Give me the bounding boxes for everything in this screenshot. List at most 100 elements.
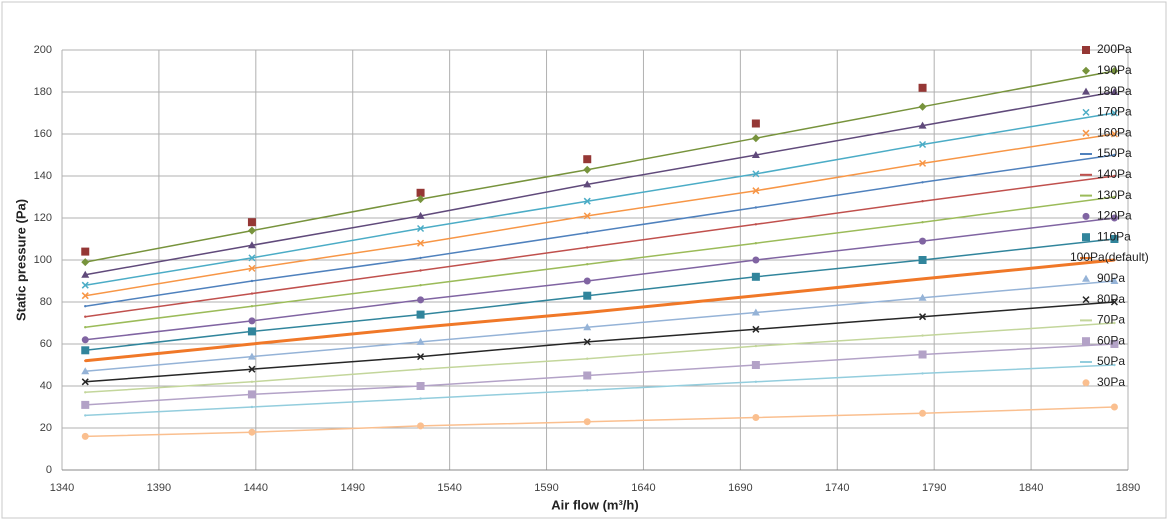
marker [419,397,422,400]
legend-label: 110Pa [1097,229,1131,243]
marker [81,367,90,375]
marker [921,181,924,184]
marker [247,218,256,227]
marker [1113,153,1116,157]
marker [247,327,256,336]
marker [416,310,425,319]
marker [419,284,422,287]
marker [1110,277,1119,284]
x-tick-label: 1690 [728,482,752,494]
marker [419,368,422,371]
marker [583,371,592,380]
legend-label: 100Pa(default) [1070,250,1149,264]
legend-marker [1082,296,1090,304]
marker [416,195,425,204]
legend-label: 180Pa [1097,84,1132,98]
marker [81,258,90,267]
marker [919,313,927,321]
legend-marker [1082,66,1090,75]
legend-label: 160Pa [1097,125,1132,139]
marker [247,352,256,360]
y-axis-label: Static pressure (Pa) [13,199,28,321]
marker [583,338,591,346]
marker [751,151,760,158]
marker [583,277,591,285]
legend-marker-shape [1082,296,1090,304]
marker [583,155,592,164]
x-tick-label: 1540 [437,482,461,494]
x-tick-label: 1640 [631,482,655,494]
legend-marker-shape [1082,337,1090,346]
marker [918,293,927,301]
y-tick-label: 20 [40,422,52,434]
marker [1110,235,1119,243]
marker [247,226,256,235]
x-tick-label: 1390 [147,482,171,494]
marker [1113,258,1116,262]
x-tick-label: 1490 [340,482,364,494]
marker [81,378,89,386]
marker [752,325,760,333]
legend-marker-shape [1082,129,1090,137]
marker [1113,321,1116,325]
x-tick-label: 1340 [50,482,74,494]
marker [417,296,425,304]
marker [81,400,90,409]
marker [586,357,589,360]
marker [81,432,89,440]
marker [918,121,927,129]
marker [248,365,256,373]
marker [1110,298,1118,306]
y-tick-label: 140 [34,170,52,182]
x-tick-label: 1740 [825,482,849,494]
marker [84,315,87,318]
marker [419,326,422,329]
legend-marker [1082,379,1090,387]
marker [921,334,924,337]
marker [754,223,758,226]
marker [250,405,254,409]
legend-marker [1082,212,1090,220]
legend-label: 80Pa [1097,292,1125,306]
y-tick-label: 180 [34,86,52,98]
marker [419,269,422,272]
marker [81,346,90,355]
legend-label: 130Pa [1097,188,1132,202]
marker [583,418,591,426]
marker [247,390,256,399]
marker [250,342,254,346]
marker [81,336,89,344]
marker [417,239,425,247]
marker [1113,174,1116,178]
marker [84,326,87,329]
legend-label: 190Pa [1097,63,1132,77]
marker [583,180,592,188]
marker [752,414,760,421]
marker [1113,195,1116,199]
marker [586,231,589,234]
legend-marker [1082,108,1090,116]
y-tick-label: 120 [34,212,52,224]
marker [416,382,425,390]
marker [248,254,256,262]
marker [583,291,592,300]
legend-marker [1082,233,1090,242]
marker [417,353,425,361]
marker [248,317,256,325]
marker [751,361,760,369]
marker [84,414,87,417]
marker [417,422,425,430]
y-tick-label: 200 [34,44,52,56]
marker [81,247,90,256]
legend-marker [1082,274,1090,282]
legend-marker-shape [1082,108,1090,116]
legend-label: 50Pa [1097,354,1125,368]
marker [583,212,591,220]
y-tick-label: 0 [46,464,52,476]
marker [754,206,758,209]
marker [416,337,425,345]
legend-label: 60Pa [1097,333,1125,347]
marker [1110,340,1119,348]
y-tick-label: 40 [40,380,52,392]
